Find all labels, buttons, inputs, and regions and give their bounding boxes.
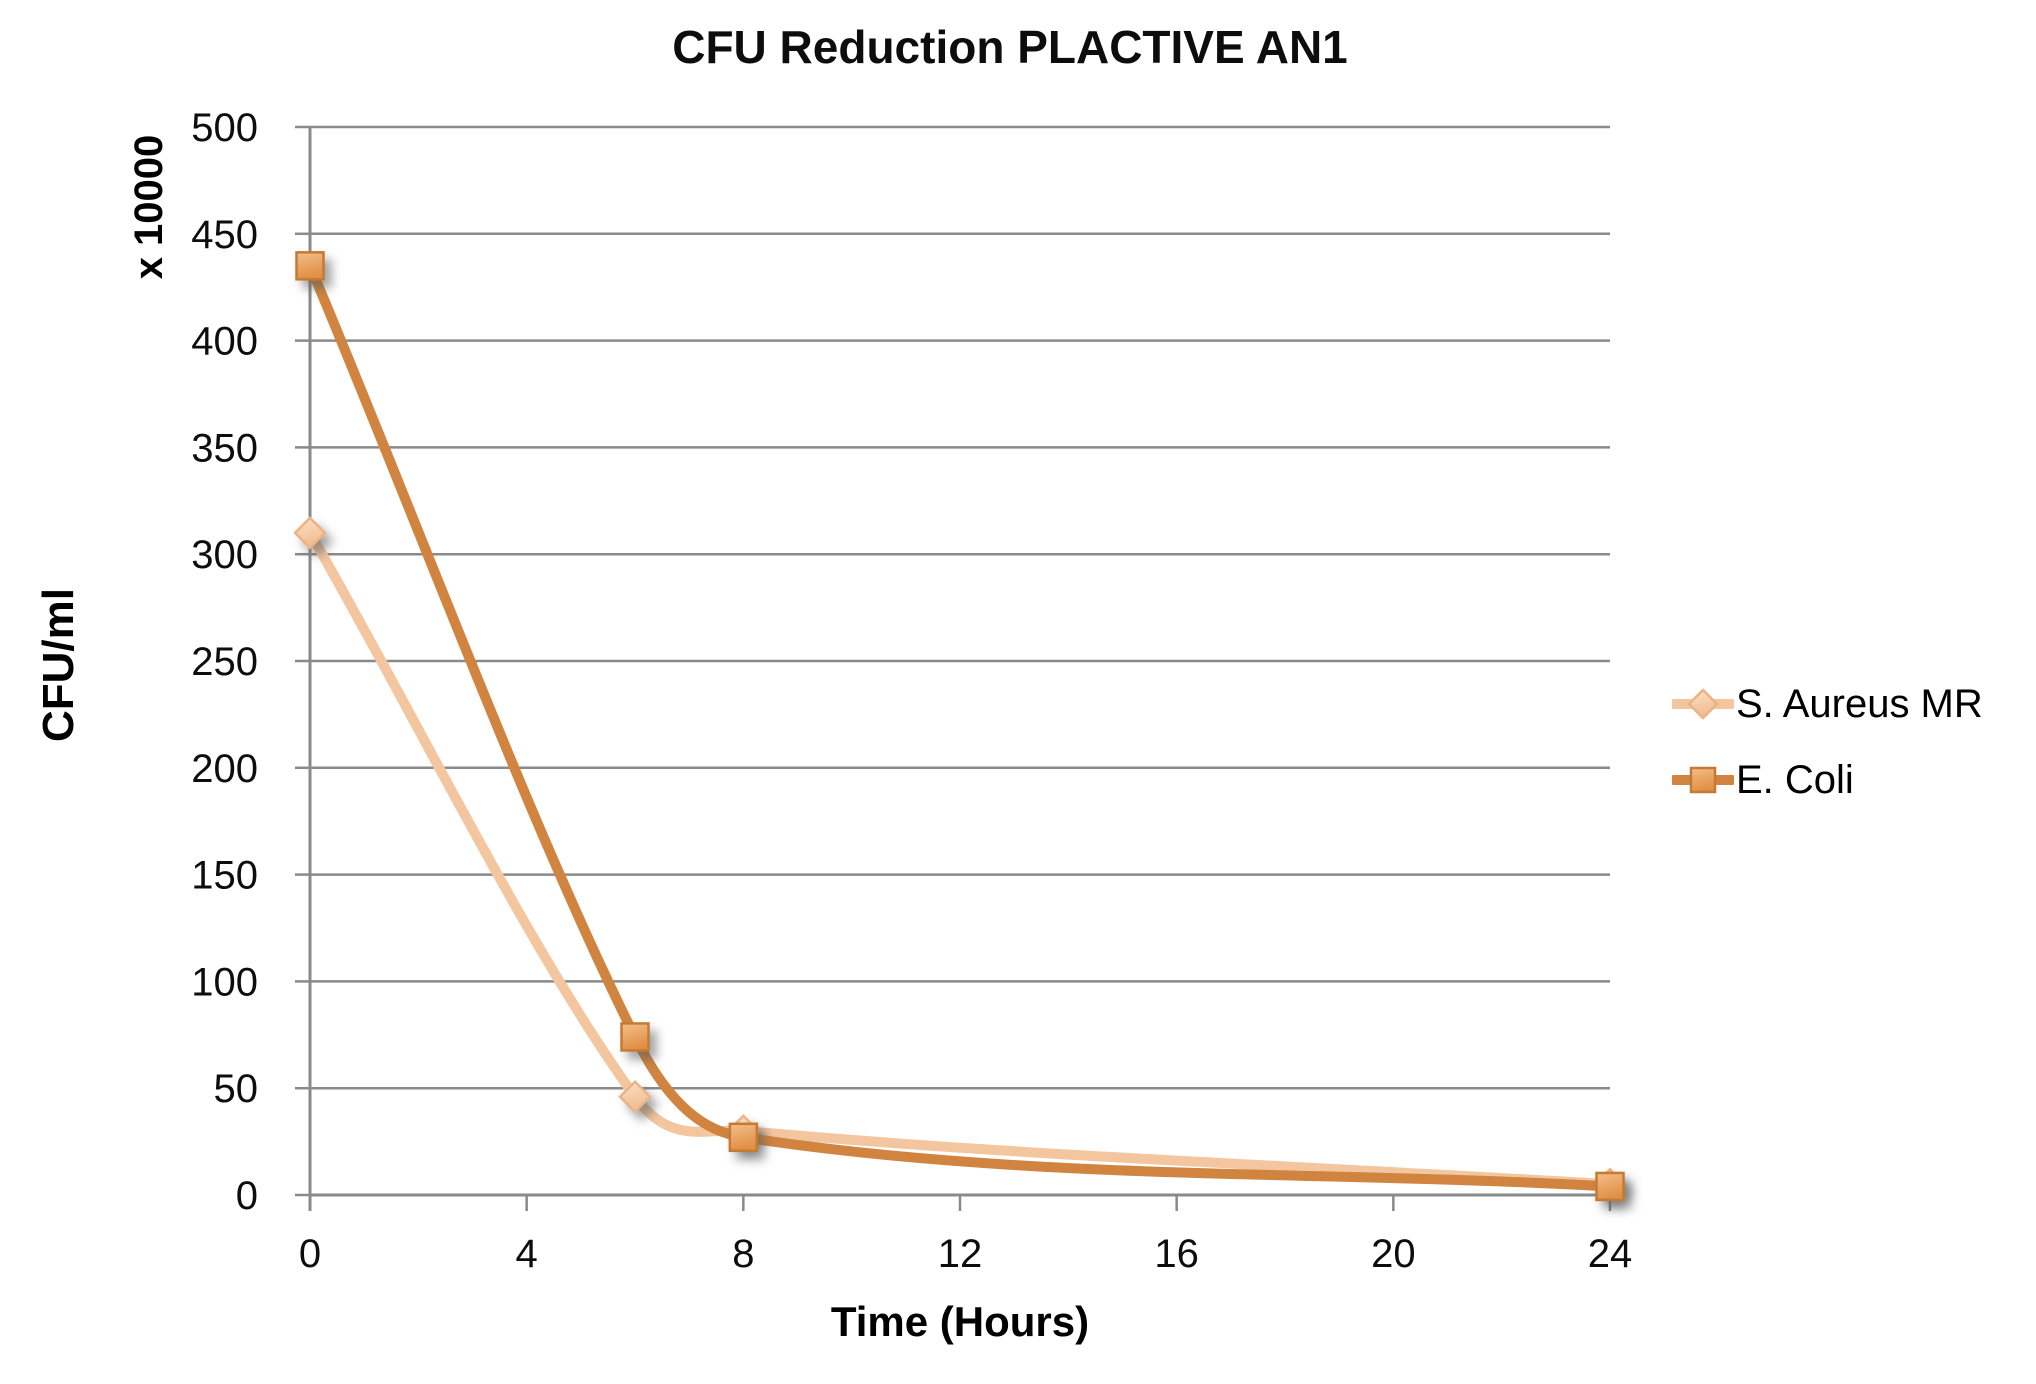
x-axis-title: Time (Hours) [830,1298,1090,1345]
legend-label: S. Aureus MR [1736,681,1983,726]
x-tick-label: 24 [1588,1232,1633,1276]
data-point-square [1595,1171,1625,1202]
x-tick-label: 4 [516,1232,538,1276]
x-tick-label: 16 [1154,1232,1199,1276]
y-tick-label: 100 [191,960,258,1004]
series-s-aureus-mr [293,516,1627,1202]
y-tick-label: 250 [191,640,258,684]
data-point-diamond [1687,688,1719,720]
legend-label: E. Coli [1736,757,1854,802]
y-tick-label: 150 [191,854,258,898]
y-tick-label: 200 [191,747,258,791]
data-point-square [1689,766,1717,794]
x-tick-label: 0 [299,1232,321,1276]
chart-title: CFU Reduction PLACTIVE AN1 [672,21,1348,73]
y-tick-label: 300 [191,533,258,577]
diamond-marker-icon [1672,688,1734,720]
series-markers [295,251,1625,1202]
series-line [305,260,1615,1192]
y-tick-label: 350 [191,426,258,470]
y-tick-label: 0 [236,1174,258,1218]
series-line [305,527,1615,1190]
legend-item-s-aureus: S. Aureus MR [1672,681,1983,726]
data-point-diamond [293,516,327,550]
x-tick-label: 12 [938,1232,983,1276]
legend: S. Aureus MR E. Coli [1672,681,1983,802]
data-point-diamond [618,1079,652,1114]
series-e-coli [295,251,1625,1202]
y-tick-label: 500 [191,106,258,150]
data-point-square [295,251,325,281]
square-marker-icon [1672,766,1734,794]
data-point-square [728,1122,759,1153]
y-tick-label: 50 [214,1067,259,1111]
legend-item-e-coli: E. Coli [1672,757,1983,802]
y-tick-label: 450 [191,213,258,257]
y-tick-label: 400 [191,320,258,364]
x-tick-label: 8 [732,1232,754,1276]
data-point-square [620,1022,650,1052]
x-tick-label: 20 [1371,1232,1416,1276]
